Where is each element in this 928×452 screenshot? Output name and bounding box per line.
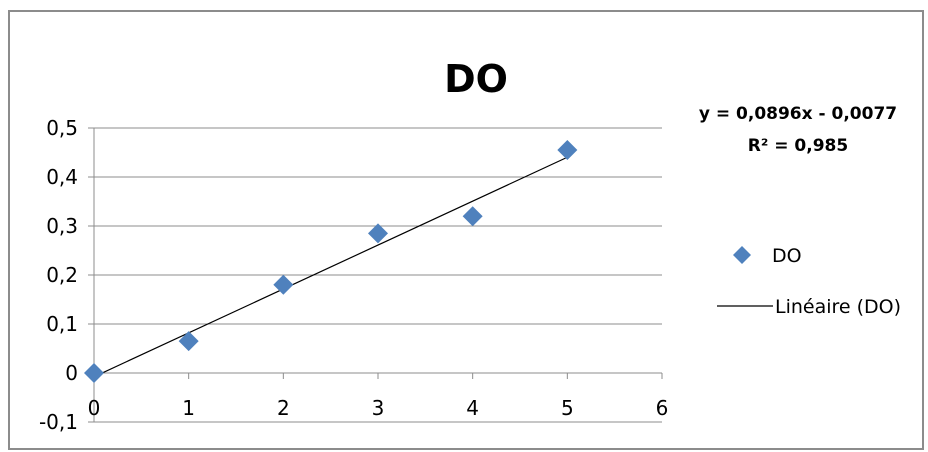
legend-marker-do xyxy=(733,246,751,264)
chart-svg: DO -0,1 0 0,1 0,2 0,3 0,4 0,5 0 1 2 3 4 5 6 y = 0,089… xyxy=(39,57,901,434)
data-point xyxy=(462,206,483,227)
marker-layer xyxy=(84,140,578,383)
y-tick-label: 0 xyxy=(65,361,78,385)
legend-label-trend: Linéaire (DO) xyxy=(775,296,901,318)
x-tick-label: 5 xyxy=(561,396,574,420)
y-tick-label: 0,1 xyxy=(46,312,78,336)
y-tick-label: 0,2 xyxy=(46,263,78,287)
trendline xyxy=(93,156,568,378)
x-tick-label: 6 xyxy=(656,396,669,420)
y-tick-label: -0,1 xyxy=(39,410,78,434)
y-tick-label: 0,3 xyxy=(46,214,78,238)
data-point xyxy=(84,363,104,383)
y-tick-label: 0,4 xyxy=(46,165,78,189)
x-tick-label: 3 xyxy=(372,396,385,420)
legend: DO Linéaire (DO) xyxy=(717,245,901,318)
x-tick-label: 4 xyxy=(466,396,479,420)
grid-layer xyxy=(94,127,662,423)
x-tick-label: 2 xyxy=(277,396,290,420)
x-tick-label: 1 xyxy=(182,396,195,420)
y-tick-label: 0,5 xyxy=(46,116,78,140)
data-point xyxy=(557,140,578,161)
data-point xyxy=(178,331,199,352)
data-point xyxy=(273,274,294,295)
trendline-equation: y = 0,0896x - 0,0077 xyxy=(699,104,897,124)
chart-frame: DO -0,1 0 0,1 0,2 0,3 0,4 0,5 0 1 2 3 4 5 6 y = 0,089… xyxy=(8,10,924,450)
trendline-r-squared: R² = 0,985 xyxy=(748,136,848,156)
x-tick-label: 0 xyxy=(88,396,101,420)
legend-label-do: DO xyxy=(772,245,802,267)
data-point xyxy=(368,223,388,244)
chart-title: DO xyxy=(444,57,508,101)
axis-layer: -0,1 0 0,1 0,2 0,3 0,4 0,5 0 1 2 3 4 5 6 xyxy=(39,116,668,434)
trendline-layer xyxy=(93,156,568,378)
